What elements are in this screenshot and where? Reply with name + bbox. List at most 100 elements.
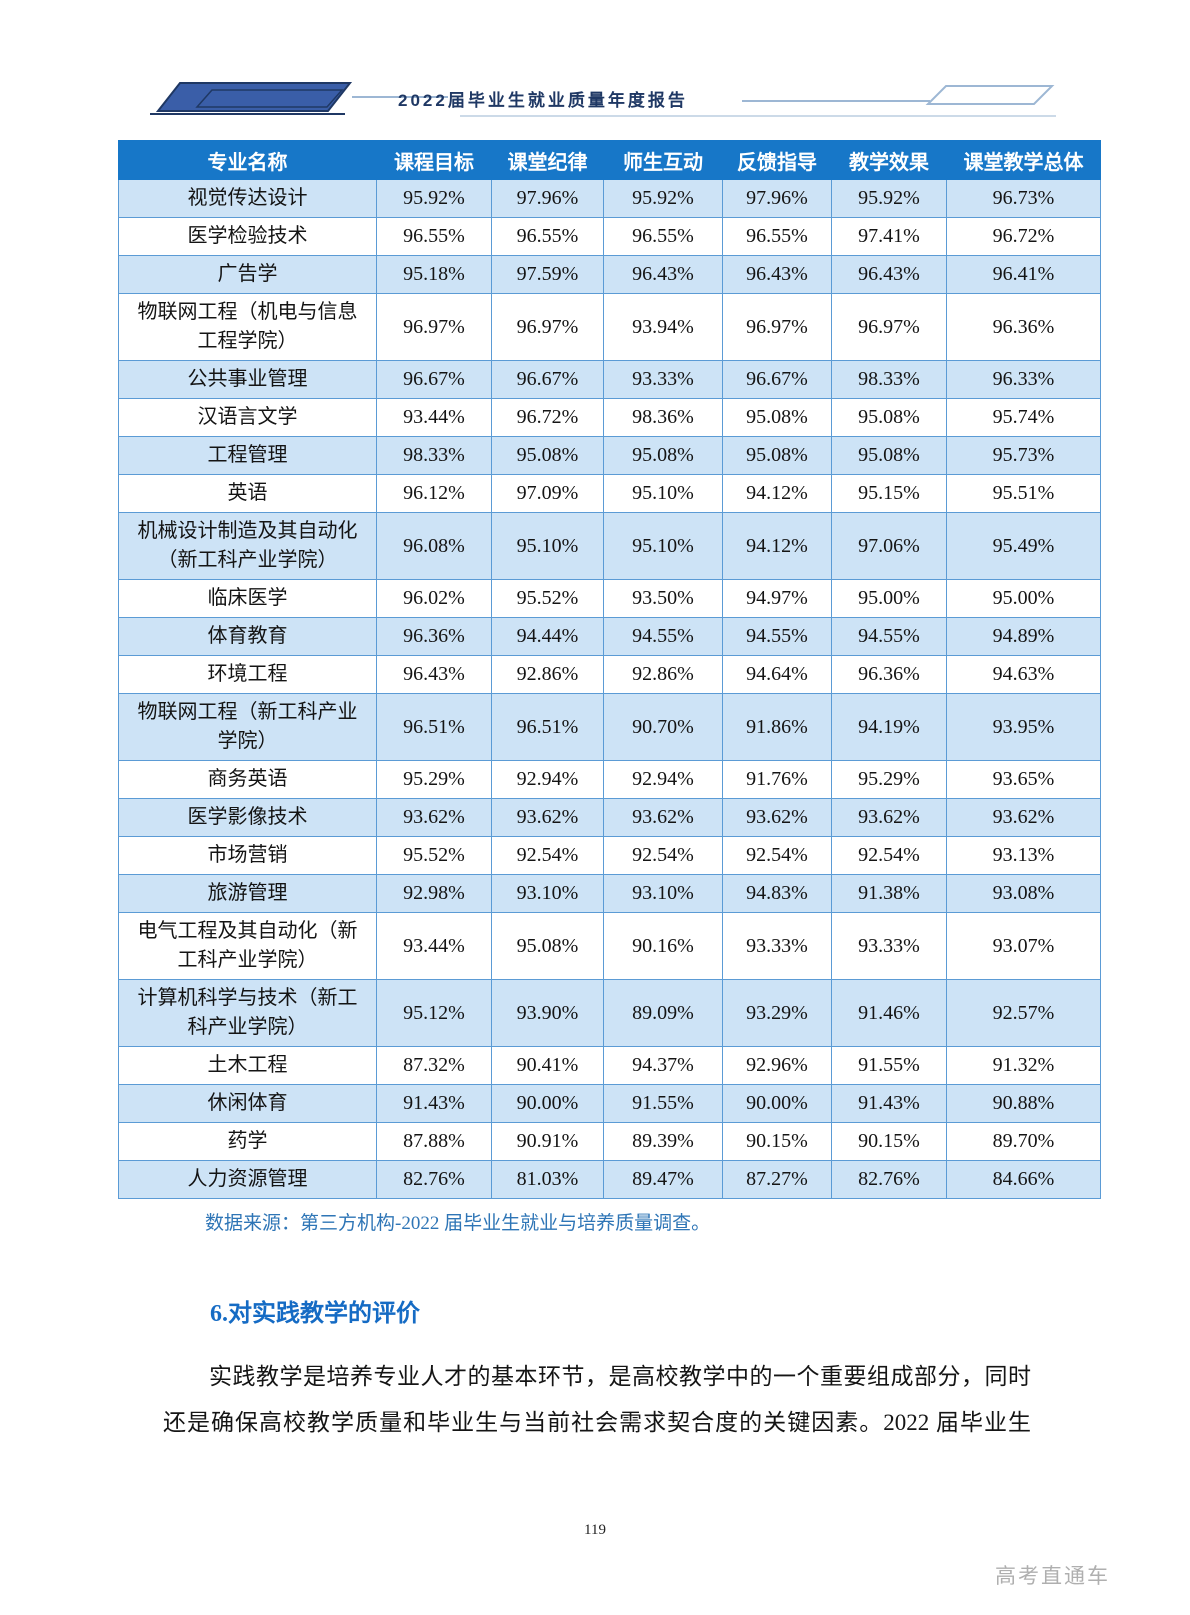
value-cell: 95.73% bbox=[946, 436, 1101, 475]
value-cell: 95.08% bbox=[491, 912, 604, 980]
value-cell: 98.33% bbox=[831, 360, 947, 399]
value-cell: 93.07% bbox=[946, 912, 1101, 980]
value-cell: 94.63% bbox=[946, 655, 1101, 694]
table-row: 公共事业管理 96.67% 96.67% 93.33% 96.67% 98.33% 96.3… bbox=[118, 360, 1101, 399]
major-name-cell: 临床医学 bbox=[118, 579, 377, 618]
value-cell: 92.54% bbox=[722, 836, 832, 875]
table-row: 市场营销 95.52% 92.54% 92.54% 92.54% 92.54% 93.13% bbox=[118, 836, 1101, 875]
body-paragraph: 实践教学是培养专业人才的基本环节，是高校教学中的一个重要组成部分，同时 还是确保… bbox=[163, 1354, 1031, 1446]
value-cell: 90.70% bbox=[603, 693, 723, 761]
value-cell: 93.33% bbox=[722, 912, 832, 980]
major-name-cell: 物联网工程（新工科产业学院） bbox=[118, 693, 377, 761]
value-cell: 92.86% bbox=[491, 655, 604, 694]
value-cell: 95.08% bbox=[831, 436, 947, 475]
data-source-note: 数据来源：第三方机构-2022 届毕业生就业与培养质量调查。 bbox=[205, 1213, 711, 1234]
value-cell: 98.36% bbox=[603, 398, 723, 437]
value-cell: 89.47% bbox=[603, 1160, 723, 1199]
value-cell: 97.96% bbox=[722, 179, 832, 218]
value-cell: 89.09% bbox=[603, 979, 723, 1047]
value-cell: 93.62% bbox=[722, 798, 832, 837]
value-cell: 95.10% bbox=[491, 512, 604, 580]
value-cell: 95.92% bbox=[831, 179, 947, 218]
value-cell: 92.54% bbox=[603, 836, 723, 875]
value-cell: 93.44% bbox=[376, 912, 492, 980]
value-cell: 93.62% bbox=[376, 798, 492, 837]
value-cell: 95.10% bbox=[603, 512, 723, 580]
value-cell: 94.89% bbox=[946, 617, 1101, 656]
value-cell: 91.43% bbox=[376, 1084, 492, 1123]
value-cell: 96.36% bbox=[946, 293, 1101, 361]
table-body: 视觉传达设计 95.92% 97.96% 95.92% 97.96% 95.92% 96.7… bbox=[118, 179, 1101, 1199]
major-name-cell: 体育教育 bbox=[118, 617, 377, 656]
value-cell: 94.64% bbox=[722, 655, 832, 694]
major-name-cell: 人力资源管理 bbox=[118, 1160, 377, 1199]
value-cell: 91.46% bbox=[831, 979, 947, 1047]
page-content: 专业名称 课程目标 课堂纪律 师生互动 反馈指导 教学效果 课堂教学总体 视觉传… bbox=[118, 140, 1101, 1446]
value-cell: 92.94% bbox=[603, 760, 723, 799]
major-name-cell: 英语 bbox=[118, 474, 377, 513]
major-name-cell: 环境工程 bbox=[118, 655, 377, 694]
value-cell: 93.33% bbox=[831, 912, 947, 980]
major-name-cell: 物联网工程（机电与信息工程学院） bbox=[118, 293, 377, 361]
value-cell: 93.90% bbox=[491, 979, 604, 1047]
value-cell: 94.97% bbox=[722, 579, 832, 618]
value-cell: 96.97% bbox=[831, 293, 947, 361]
value-cell: 95.51% bbox=[946, 474, 1101, 513]
value-cell: 92.94% bbox=[491, 760, 604, 799]
value-cell: 97.41% bbox=[831, 217, 947, 256]
report-title: 2022届毕业生就业质量年度报告 bbox=[398, 91, 688, 110]
table-row: 广告学 95.18% 97.59% 96.43% 96.43% 96.43% 96.41% bbox=[118, 255, 1101, 294]
value-cell: 96.36% bbox=[831, 655, 947, 694]
value-cell: 91.55% bbox=[831, 1046, 947, 1085]
paragraph-line-1: 实践教学是培养专业人才的基本环节，是高校教学中的一个重要组成部分，同时 bbox=[209, 1364, 1031, 1389]
table-row: 汉语言文学 93.44% 96.72% 98.36% 95.08% 95.08% 95.74… bbox=[118, 398, 1101, 437]
major-name-cell: 医学检验技术 bbox=[118, 217, 377, 256]
value-cell: 94.12% bbox=[722, 512, 832, 580]
value-cell: 94.12% bbox=[722, 474, 832, 513]
value-cell: 84.66% bbox=[946, 1160, 1101, 1199]
value-cell: 90.16% bbox=[603, 912, 723, 980]
value-cell: 93.33% bbox=[603, 360, 723, 399]
value-cell: 93.65% bbox=[946, 760, 1101, 799]
column-header-teaching-effect: 教学效果 bbox=[831, 140, 947, 180]
table-row: 物联网工程（机电与信息工程学院） 96.97% 96.97% 93.94% 96.97%… bbox=[118, 293, 1101, 361]
table-row: 人力资源管理 82.76% 81.03% 89.47% 87.27% 82.76% 84.6… bbox=[118, 1160, 1101, 1199]
major-name-cell: 汉语言文学 bbox=[118, 398, 377, 437]
value-cell: 91.86% bbox=[722, 693, 832, 761]
value-cell: 96.41% bbox=[946, 255, 1101, 294]
value-cell: 92.86% bbox=[603, 655, 723, 694]
value-cell: 95.29% bbox=[376, 760, 492, 799]
value-cell: 95.00% bbox=[831, 579, 947, 618]
value-cell: 82.76% bbox=[376, 1160, 492, 1199]
value-cell: 93.13% bbox=[946, 836, 1101, 875]
table-row: 体育教育 96.36% 94.44% 94.55% 94.55% 94.55% 94.89% bbox=[118, 617, 1101, 656]
value-cell: 94.55% bbox=[831, 617, 947, 656]
page-number: 119 bbox=[584, 1522, 606, 1538]
major-name-cell: 商务英语 bbox=[118, 760, 377, 799]
table-row: 环境工程 96.43% 92.86% 92.86% 94.64% 96.36% 94.63% bbox=[118, 655, 1101, 694]
major-name-cell: 视觉传达设计 bbox=[118, 179, 377, 218]
value-cell: 93.94% bbox=[603, 293, 723, 361]
table-row: 视觉传达设计 95.92% 97.96% 95.92% 97.96% 95.92% 96.7… bbox=[118, 179, 1101, 218]
table-header-row: 专业名称 课程目标 课堂纪律 师生互动 反馈指导 教学效果 课堂教学总体 bbox=[118, 140, 1101, 180]
value-cell: 95.08% bbox=[831, 398, 947, 437]
value-cell: 95.15% bbox=[831, 474, 947, 513]
value-cell: 92.98% bbox=[376, 874, 492, 913]
column-header-overall: 课堂教学总体 bbox=[946, 140, 1101, 180]
value-cell: 95.29% bbox=[831, 760, 947, 799]
value-cell: 91.76% bbox=[722, 760, 832, 799]
column-header-feedback: 反馈指导 bbox=[722, 140, 832, 180]
header-left-inner-outline bbox=[195, 89, 344, 108]
value-cell: 96.67% bbox=[722, 360, 832, 399]
value-cell: 90.41% bbox=[491, 1046, 604, 1085]
value-cell: 90.00% bbox=[491, 1084, 604, 1123]
value-cell: 94.83% bbox=[722, 874, 832, 913]
value-cell: 93.10% bbox=[491, 874, 604, 913]
value-cell: 96.55% bbox=[376, 217, 492, 256]
value-cell: 96.55% bbox=[722, 217, 832, 256]
value-cell: 95.52% bbox=[376, 836, 492, 875]
value-cell: 90.15% bbox=[722, 1122, 832, 1161]
value-cell: 96.97% bbox=[376, 293, 492, 361]
value-cell: 90.15% bbox=[831, 1122, 947, 1161]
value-cell: 95.00% bbox=[946, 579, 1101, 618]
